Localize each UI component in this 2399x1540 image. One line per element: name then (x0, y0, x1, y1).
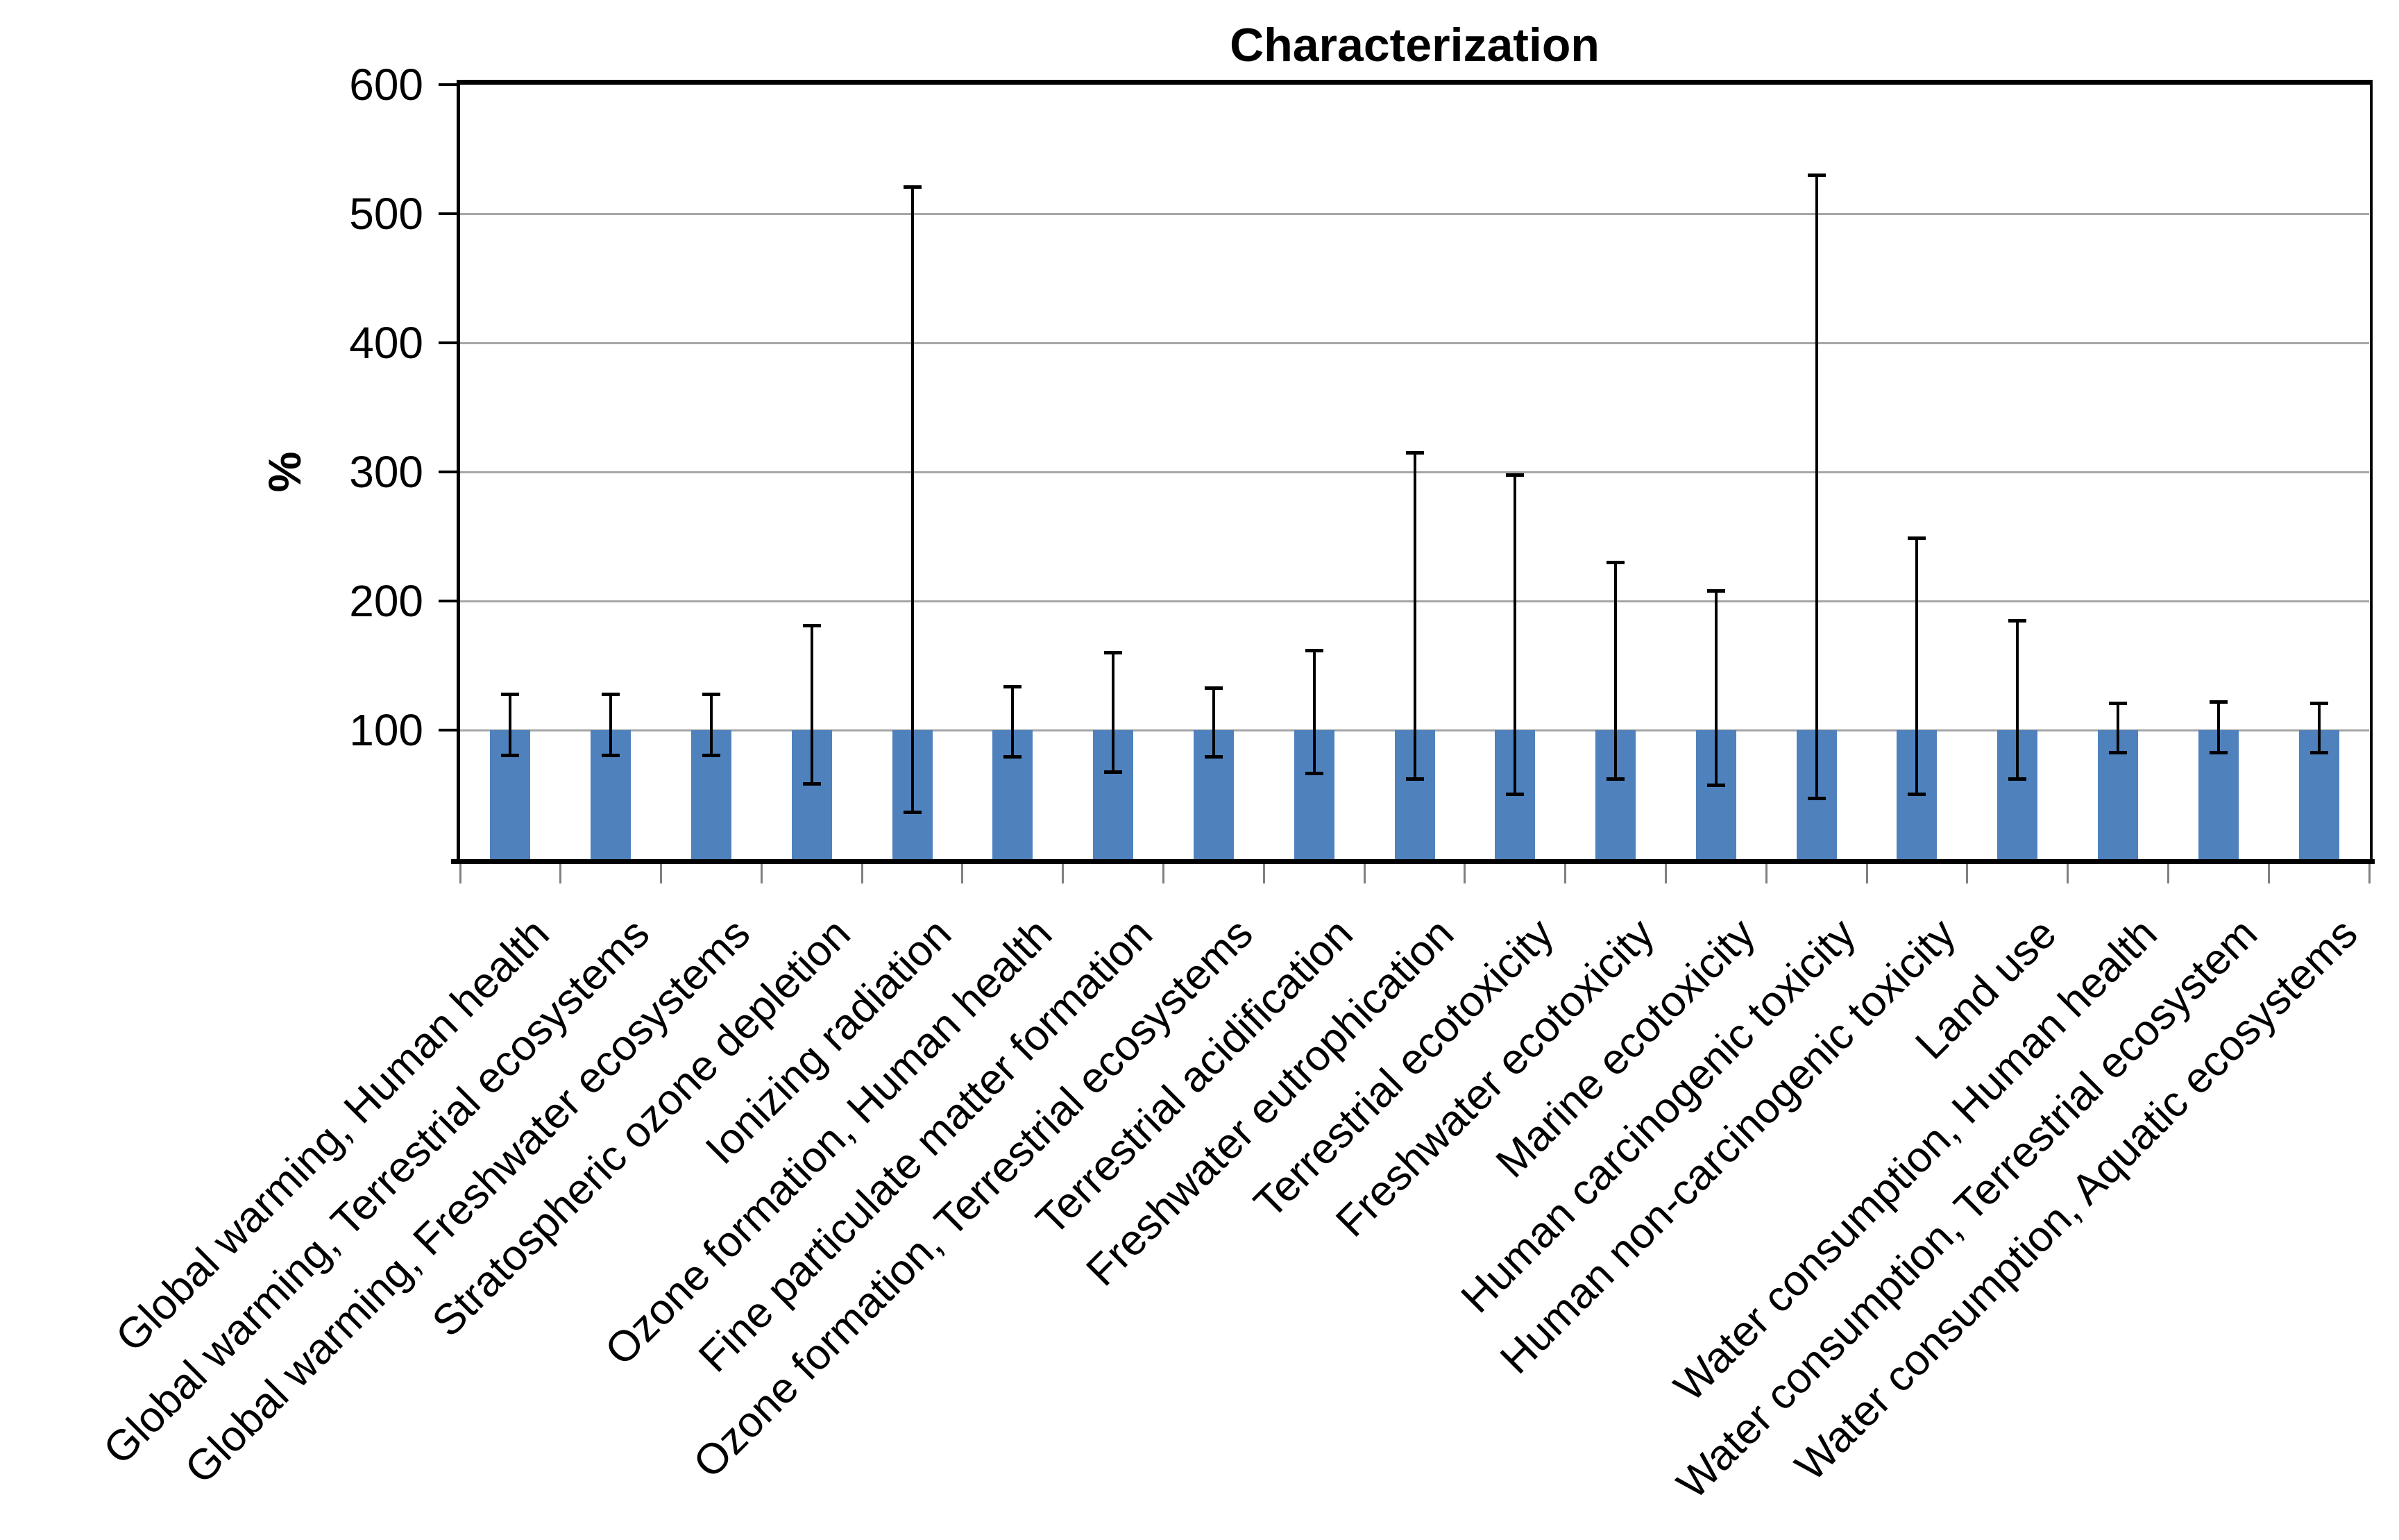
error-bar-cap-bottom (2209, 751, 2228, 755)
gridline-400 (460, 342, 2369, 344)
error-bar-cap-top (1204, 686, 1223, 690)
error-bar-cap-top (2008, 618, 2027, 623)
error-bar-line (2317, 702, 2321, 754)
x-tick (1865, 864, 1868, 883)
error-bar-cap-bottom (1607, 777, 1625, 781)
error-bar-cap-bottom (602, 754, 620, 758)
x-tick (1664, 864, 1667, 883)
x-tick (1062, 864, 1065, 883)
x-tick (1162, 864, 1165, 883)
x-tick (1966, 864, 1969, 883)
chart-title: Characterization (1230, 19, 1600, 71)
error-bar-cap-top (1305, 648, 1323, 652)
x-tick (1262, 864, 1265, 883)
error-bar-line (509, 693, 512, 756)
y-tick-label-300: 300 (349, 447, 423, 497)
error-bar-cap-top (903, 185, 922, 189)
x-tick (1464, 864, 1466, 883)
error-bar-cap-bottom (2109, 751, 2128, 755)
x-tick (459, 864, 461, 883)
error-bar-cap-top (1003, 684, 1022, 688)
error-bar-line (1413, 452, 1416, 779)
plot-border-top (457, 80, 2373, 85)
error-bar-cap-top (1706, 589, 1725, 593)
x-tick (961, 864, 964, 883)
y-tick-label-100: 100 (349, 705, 423, 755)
y-tick-label-200: 200 (349, 576, 423, 626)
y-axis-line (457, 80, 460, 864)
error-bar-line (2016, 620, 2019, 779)
y-tick-label-600: 600 (349, 60, 423, 110)
y-tick-600 (439, 83, 457, 86)
error-bar-cap-top (1908, 536, 1926, 540)
x-tick (660, 864, 663, 883)
error-bar-cap-bottom (1305, 772, 1323, 776)
error-bar-cap-bottom (2008, 777, 2027, 781)
error-bar-cap-top (1104, 651, 1123, 655)
y-tick-500 (439, 212, 457, 215)
error-bar-cap-top (2209, 700, 2228, 704)
error-bar-cap-bottom (903, 811, 922, 815)
error-bar-line (1815, 175, 1818, 799)
x-tick (2368, 864, 2371, 883)
x-tick (2067, 864, 2069, 883)
error-bar-cap-bottom (2309, 751, 2328, 755)
error-bar-line (1514, 474, 1517, 795)
error-bar-line (1614, 562, 1618, 779)
y-tick-label-400: 400 (349, 318, 423, 368)
x-tick (1564, 864, 1567, 883)
y-tick-300 (439, 471, 457, 473)
error-bar-line (1714, 591, 1718, 786)
error-bar-line (810, 625, 813, 785)
error-bar-line (1011, 686, 1015, 758)
y-tick-400 (439, 341, 457, 344)
error-bar-cap-bottom (1405, 777, 1424, 781)
error-bar-cap-top (1405, 451, 1424, 455)
error-bar-line (1112, 652, 1115, 773)
x-tick (2167, 864, 2169, 883)
x-tick (1363, 864, 1366, 883)
error-bar-line (910, 186, 914, 813)
error-bar-line (1212, 687, 1215, 758)
x-tick (559, 864, 562, 883)
error-bar-cap-top (1807, 174, 1826, 178)
y-tick-label-500: 500 (349, 189, 423, 239)
x-tick (760, 864, 763, 883)
error-bar-cap-top (1607, 561, 1625, 565)
error-bar-cap-top (2309, 701, 2328, 705)
error-bar-line (1915, 537, 1919, 795)
y-tick-100 (439, 729, 457, 731)
x-tick (1765, 864, 1768, 883)
error-bar-cap-top (501, 692, 520, 696)
error-bar-cap-top (702, 692, 720, 696)
error-bar-cap-bottom (1204, 755, 1223, 759)
error-bar-cap-bottom (1706, 783, 1725, 787)
error-bar-cap-top (1506, 473, 1525, 477)
error-bar-cap-top (2109, 701, 2128, 705)
error-bar-cap-bottom (1908, 793, 1926, 796)
error-bar-line (2216, 702, 2220, 754)
error-bar-cap-bottom (802, 782, 821, 786)
error-bar-cap-bottom (501, 754, 520, 758)
error-bar-cap-bottom (702, 754, 720, 758)
x-tick (861, 864, 863, 883)
error-bar-cap-bottom (1003, 755, 1022, 759)
error-bar-cap-top (602, 692, 620, 696)
error-bar-cap-bottom (1506, 793, 1525, 796)
error-bar-line (709, 693, 713, 756)
error-bar-cap-top (802, 624, 821, 628)
plot-border-right (2370, 80, 2373, 864)
error-bar-line (1312, 650, 1316, 775)
error-bar-line (609, 693, 613, 756)
gridline-500 (460, 213, 2369, 215)
y-tick-200 (439, 600, 457, 602)
x-tick (2267, 864, 2270, 883)
error-bar-cap-bottom (1104, 770, 1123, 775)
x-axis-line (451, 859, 2375, 864)
error-bar-cap-bottom (1807, 796, 1826, 800)
error-bar-line (2117, 702, 2120, 754)
